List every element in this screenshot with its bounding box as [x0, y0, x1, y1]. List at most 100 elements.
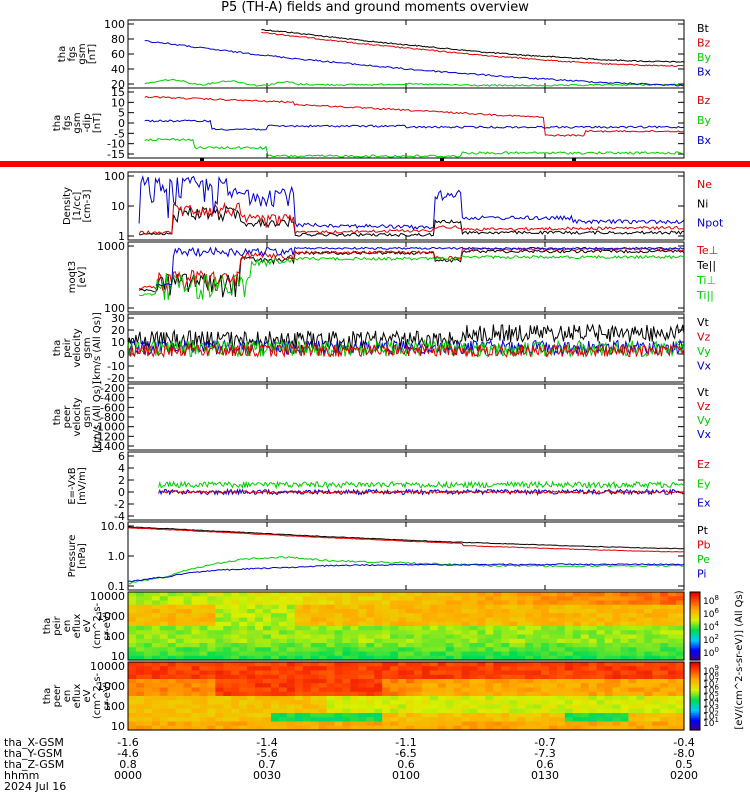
- spectro-cell: [588, 704, 598, 710]
- spectro-cell: [676, 655, 685, 661]
- spectro-cell: [588, 592, 598, 597]
- spectro-cell: [374, 592, 383, 597]
- spectro-cell: [207, 634, 216, 640]
- y-axis-label: peer: [52, 684, 63, 708]
- spectro-cell: [596, 696, 606, 701]
- spectro-cell: [310, 696, 320, 701]
- spectro-cell: [533, 708, 542, 714]
- spectro-cell: [342, 666, 351, 672]
- spectro-cell: [517, 621, 526, 627]
- colorbar-step: [690, 597, 700, 600]
- spectro-cell: [548, 609, 558, 614]
- spectro-cell: [398, 609, 407, 614]
- spectro-cell: [453, 655, 463, 661]
- spectro-cell: [278, 647, 288, 653]
- spectro-cell: [390, 674, 399, 680]
- spectro-cell: [191, 604, 201, 610]
- spectro-cell: [350, 704, 359, 710]
- spectro-cell: [485, 700, 494, 706]
- spectro-cell: [143, 670, 153, 676]
- spectro-cell: [493, 604, 502, 610]
- spectro-cell: [398, 626, 407, 631]
- spectro-cell: [286, 687, 296, 693]
- spectro-cell: [485, 662, 494, 667]
- y-axis-label: tha: [42, 618, 53, 634]
- spectro-cell: [334, 604, 344, 610]
- colorbar-step: [690, 595, 700, 598]
- spectro-cell: [382, 700, 391, 706]
- spectro-cell: [406, 691, 415, 697]
- spectro-cell: [310, 655, 320, 661]
- spectro-cell: [485, 626, 494, 631]
- spectro-cell: [413, 643, 423, 648]
- spectro-cell: [390, 609, 399, 614]
- spectro-cell: [660, 647, 669, 653]
- spectro-cell: [270, 704, 280, 710]
- spectro-cell: [604, 596, 614, 602]
- spectro-cell: [525, 617, 534, 623]
- spectro-cell: [215, 643, 224, 648]
- spectro-cell: [556, 592, 566, 597]
- spectro-cell: [676, 721, 685, 727]
- spectro-cell: [501, 634, 510, 640]
- spectro-cell: [604, 708, 614, 714]
- spectro-cell: [151, 596, 161, 602]
- spectro-cell: [167, 613, 177, 619]
- spectro-cell: [310, 621, 320, 627]
- y-axis-label: eflux: [72, 684, 83, 709]
- spectro-cell: [437, 651, 447, 657]
- spectro-cell: [350, 638, 359, 644]
- spectro-cell: [604, 613, 614, 619]
- spectro-cell: [135, 613, 145, 619]
- spectro-cell: [278, 700, 288, 706]
- spectro-cell: [302, 721, 312, 727]
- spectro-cell: [263, 666, 272, 672]
- spectro-cell: [421, 621, 431, 627]
- spectro-cell: [390, 626, 399, 631]
- spectro-cell: [135, 609, 145, 614]
- spectro-cell: [604, 725, 614, 731]
- spectro-cell: [588, 700, 598, 706]
- spectro-cell: [628, 604, 637, 610]
- colorbar-step: [690, 620, 700, 624]
- spectro-cell: [556, 596, 566, 602]
- series-pi: [127, 563, 685, 583]
- spectro-cell: [159, 717, 169, 723]
- spectro-cell: [429, 626, 439, 631]
- spectro-cell: [326, 621, 336, 627]
- spectro-cell: [461, 634, 471, 640]
- spectro-cell: [366, 609, 375, 614]
- spectro-cell: [207, 704, 216, 710]
- spectro-cell: [286, 630, 296, 636]
- spectro-cell: [255, 700, 264, 706]
- spectro-cell: [556, 704, 566, 710]
- spectro-cell: [278, 655, 288, 661]
- spectro-cell: [358, 604, 367, 610]
- spectro-cell: [445, 596, 455, 602]
- spectro-cell: [135, 604, 145, 610]
- spectro-cell: [485, 617, 494, 623]
- spectro-cell: [588, 691, 598, 697]
- spectro-cell: [175, 696, 185, 701]
- spectro-cell: [453, 687, 463, 693]
- spectro-cell: [541, 674, 550, 680]
- spectro-cell: [493, 700, 502, 706]
- spectro-cell: [207, 696, 216, 701]
- spectro-cell: [183, 626, 193, 631]
- spectro-cell: [676, 679, 685, 684]
- spectro-cell: [390, 604, 399, 610]
- spectro-cell: [247, 600, 256, 606]
- spectro-cell: [390, 725, 399, 731]
- spectro-cell: [390, 617, 399, 623]
- spectro-cell: [302, 604, 312, 610]
- spectro-cell: [588, 617, 598, 623]
- spectro-cell: [175, 634, 185, 640]
- colorbar-step: [690, 656, 700, 659]
- y-tick-label: 80: [111, 33, 125, 46]
- spectro-cell: [294, 643, 304, 648]
- spectro-cell: [231, 643, 240, 648]
- spectro-cell: [461, 674, 471, 680]
- spectro-cell: [199, 662, 209, 667]
- spectro-cell: [318, 679, 328, 684]
- spectro-cell: [556, 721, 566, 727]
